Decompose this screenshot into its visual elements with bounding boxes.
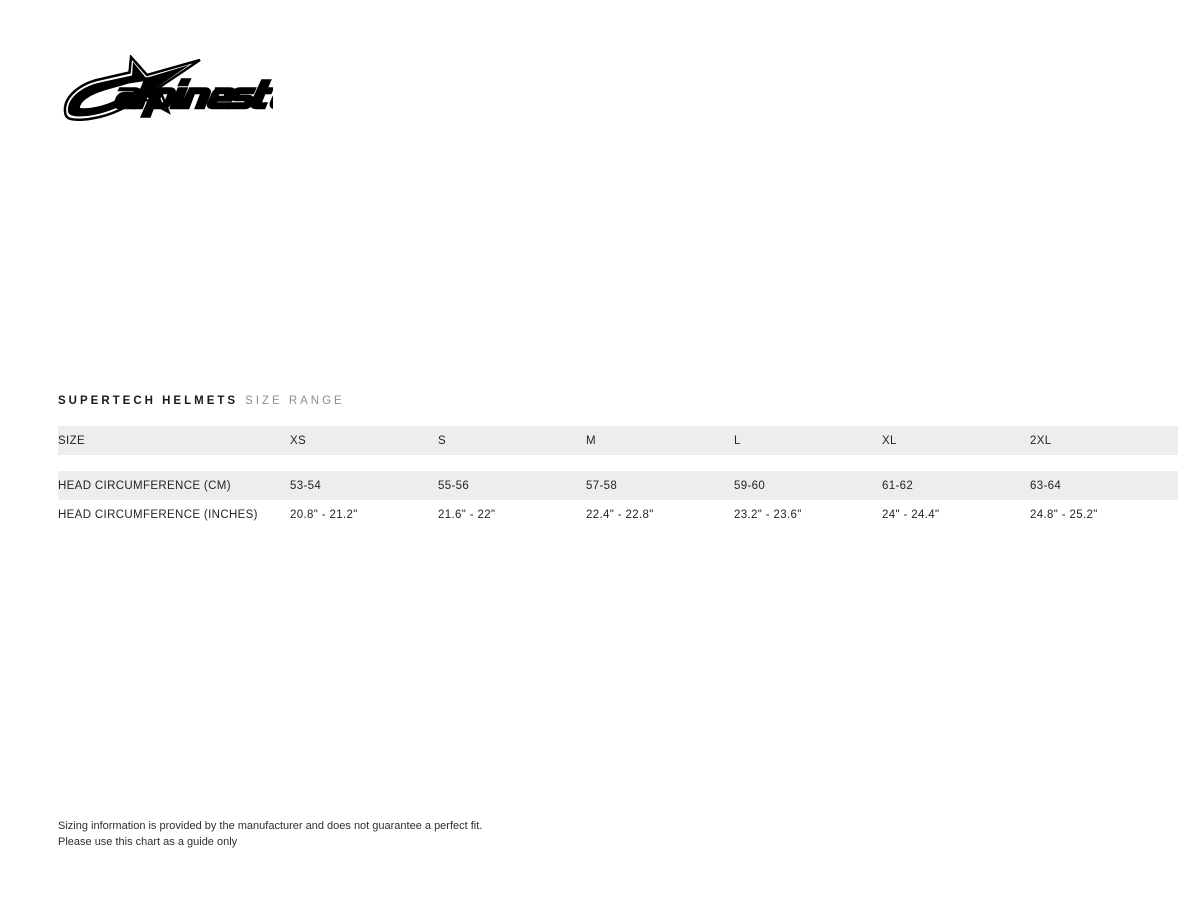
table-spacer-cell	[586, 455, 734, 471]
cell-cm-s: 55-56	[438, 471, 586, 500]
size-chart-table: SIZE XS S M L XL 2XL HEAD CIRCUMFERENCE …	[58, 426, 1178, 529]
cell-in-xs: 20.8" - 21.2"	[290, 500, 438, 529]
cell-in-s: 21.6" - 22"	[438, 500, 586, 529]
cell-in-2xl: 24.8" - 25.2"	[1030, 500, 1178, 529]
cell-cm-xs: 53-54	[290, 471, 438, 500]
row-label-head-circumference-inches: HEAD CIRCUMFERENCE (INCHES)	[58, 500, 290, 529]
cell-in-l: 23.2" - 23.6"	[734, 500, 882, 529]
table-row: HEAD CIRCUMFERENCE (CM) 53-54 55-56 57-5…	[58, 471, 1178, 500]
table-spacer-cell	[734, 455, 882, 471]
table-header-col-xs: XS	[290, 426, 438, 455]
page-title-primary: SUPERTECH HELMETS	[58, 395, 239, 407]
cell-in-xl: 24" - 24.4"	[882, 500, 1030, 529]
disclaimer-line-2: Please use this chart as a guide only	[58, 836, 238, 848]
table-header-col-l: L	[734, 426, 882, 455]
table-spacer-cell	[882, 455, 1030, 471]
disclaimer-line-1: Sizing information is provided by the ma…	[58, 820, 483, 832]
page-title-secondary: SIZE RANGE	[245, 395, 345, 407]
table-header-row: SIZE XS S M L XL 2XL	[58, 426, 1178, 455]
table-spacer-cell	[290, 455, 438, 471]
table-row: HEAD CIRCUMFERENCE (INCHES) 20.8" - 21.2…	[58, 500, 1178, 529]
disclaimer-note: Sizing information is provided by the ma…	[58, 818, 482, 850]
cell-cm-2xl: 63-64	[1030, 471, 1178, 500]
table-header-size-label: SIZE	[58, 426, 290, 455]
table-header-col-2xl: 2XL	[1030, 426, 1178, 455]
page-title: SUPERTECH HELMETS SIZE RANGE	[58, 394, 345, 408]
cell-in-m: 22.4" - 22.8"	[586, 500, 734, 529]
table-header-col-xl: XL	[882, 426, 1030, 455]
cell-cm-xl: 61-62	[882, 471, 1030, 500]
cell-cm-l: 59-60	[734, 471, 882, 500]
row-label-head-circumference-cm: HEAD CIRCUMFERENCE (CM)	[58, 471, 290, 500]
table-header-col-s: S	[438, 426, 586, 455]
alpinestars-wordmark	[113, 77, 273, 118]
cell-cm-m: 57-58	[586, 471, 734, 500]
alpinestars-logo	[58, 55, 273, 130]
table-spacer-cell	[438, 455, 586, 471]
table-header-col-m: M	[586, 426, 734, 455]
table-row-spacer	[58, 455, 1178, 471]
table-spacer-cell	[1030, 455, 1178, 471]
table-spacer-cell	[58, 455, 290, 471]
